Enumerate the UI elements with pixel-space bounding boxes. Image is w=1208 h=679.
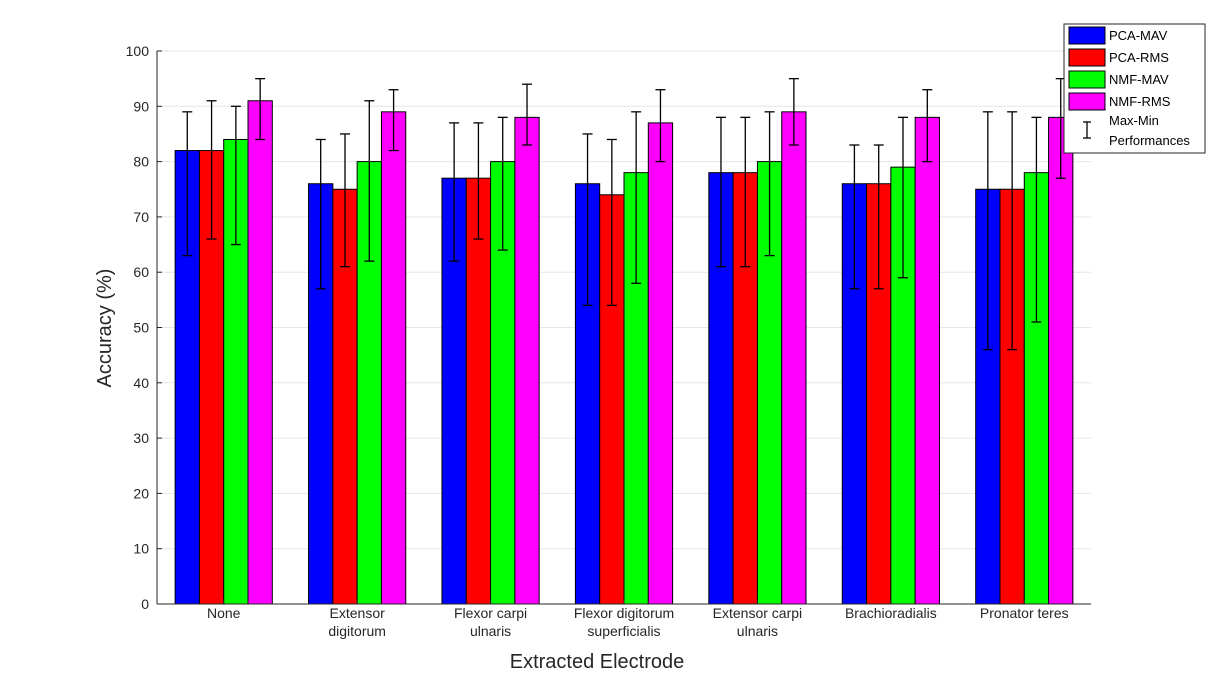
y-tick-labels: 0 10 20 30 40 50 60 70 80 90 100 [126,43,150,612]
bar [914,116,940,605]
x-tick-label: Flexor digitorum superficialis [574,605,674,639]
x-tick-label: Pronator teres [980,605,1069,621]
x-tick-label: Extensor digitorum [328,605,386,639]
bar [465,177,492,605]
bar [1048,116,1074,605]
bar [247,100,273,605]
x-tick-label: Extensor carpi ulnaris [713,605,802,639]
x-tick-labels: None Extensor digitorum Flexor carpi ulnaris… [207,599,1069,639]
legend-swatch [1068,26,1106,45]
y-tick-label: 90 [133,98,149,114]
error-bars [182,78,1066,351]
bars [174,100,1074,605]
legend-label: Performances [1109,133,1190,148]
y-tick-label: 30 [133,430,149,446]
x-axis-label: Extracted Electrode [510,651,685,673]
legend-label: NMF-MAV [1109,72,1169,87]
legend: PCA-MAV PCA-RMS NMF-MAV NMF-RMS Max-Min Perfo… [1063,23,1206,154]
bar [647,122,674,605]
y-tick-label: 10 [133,541,149,557]
bar [380,111,407,605]
y-tick-label: 60 [133,264,149,280]
legend-label: NMF-RMS [1109,94,1171,109]
bar [781,111,807,605]
x-tick-label: Flexor carpi ulnaris [454,605,527,639]
bar [514,116,540,605]
y-tick-label: 70 [133,209,149,225]
legend-swatch [1068,70,1106,89]
legend-swatch [1068,92,1106,111]
y-tick-label: 0 [141,596,149,612]
y-axis-label: Accuracy (%) [94,269,116,388]
y-tick-label: 20 [133,485,149,501]
y-tick-label: 50 [133,320,149,336]
y-tick-label: 80 [133,154,149,170]
legend-label: PCA-RMS [1109,50,1169,65]
x-tick-label: None [207,605,241,621]
x-tick-label: Brachioradialis [845,605,937,621]
y-tick-label: 100 [126,43,150,59]
legend-swatch [1068,48,1106,67]
legend-label: PCA-MAV [1109,28,1168,43]
legend-label: Max-Min [1109,113,1159,128]
y-tick-label: 40 [133,375,149,391]
